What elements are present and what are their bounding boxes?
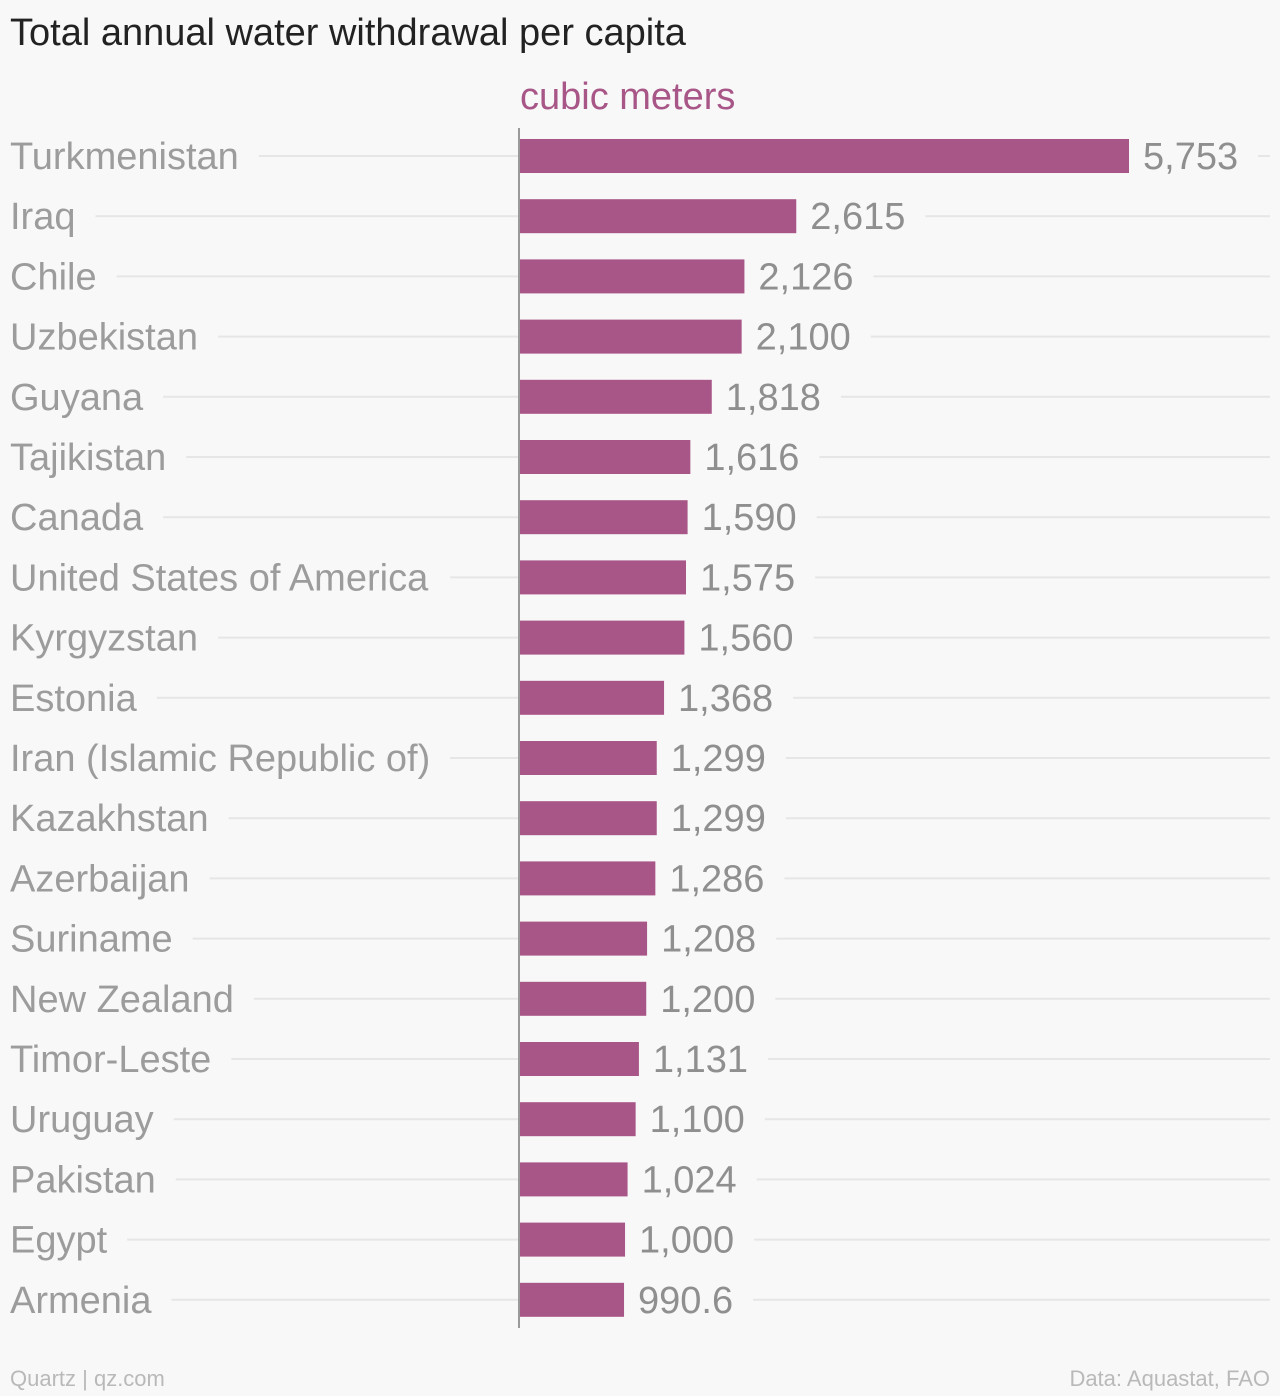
bar [519,741,657,775]
bar [519,620,685,655]
bar [519,981,647,1016]
category-label: Uruguay [10,1099,154,1141]
bar [519,861,656,896]
value-label: 1,590 [702,497,797,539]
bar [519,921,648,956]
value-label: 1,200 [660,979,755,1021]
category-label: Kyrgyzstan [10,618,198,660]
category-label: Estonia [10,678,138,720]
category-label: Egypt [10,1220,108,1262]
value-label: 2,615 [810,196,905,238]
bar [519,1102,636,1137]
bar [519,801,657,836]
value-label: 1,000 [639,1220,734,1262]
footer-credit: Quartz | qz.com [10,1366,165,1391]
bar [519,560,686,595]
bar [519,1042,639,1076]
value-label: 1,560 [698,618,793,660]
category-label: Guyana [10,377,144,419]
category-label: Turkmenistan [10,136,239,178]
value-label: 1,616 [704,437,799,479]
value-label: 990.6 [638,1280,733,1322]
bar [519,680,665,715]
category-label: Timor-Leste [10,1039,211,1081]
value-label: 1,575 [700,557,795,599]
value-label: 1,299 [671,738,766,780]
bar [519,1222,626,1257]
bar [519,379,712,414]
category-label: United States of America [10,557,429,599]
value-label: 1,208 [661,919,756,961]
value-label: 2,126 [758,256,853,298]
bar [519,1282,625,1317]
category-label: Kazakhstan [10,798,209,840]
bar [519,500,688,535]
category-label: Uzbekistan [10,317,198,359]
category-label: Iraq [10,196,75,238]
category-label: Tajikistan [10,437,166,479]
value-label: 1,299 [671,798,766,840]
chart-title: Total annual water withdrawal per capita [10,12,686,54]
bar [519,319,742,354]
value-label: 1,131 [653,1039,748,1081]
category-label: Canada [10,497,144,539]
category-label: Armenia [10,1280,152,1322]
category-label: Azerbaijan [10,858,190,900]
bar [519,1162,628,1197]
category-label: Suriname [10,919,173,961]
bar [519,139,1129,173]
category-label: Pakistan [10,1159,156,1201]
bar [519,199,797,234]
category-label: New Zealand [10,979,234,1021]
value-label: 2,100 [756,317,851,359]
category-label: Iran (Islamic Republic of) [10,738,430,780]
value-label: 1,286 [669,858,764,900]
value-label: 1,818 [726,377,821,419]
footer-source: Data: Aquastat, FAO [1069,1366,1270,1391]
value-label: 1,100 [650,1099,745,1141]
value-label: 1,024 [642,1159,737,1201]
value-label: 5,753 [1143,136,1238,178]
category-label: Chile [10,256,97,298]
value-label: 1,368 [678,678,773,720]
bar [519,259,745,294]
bar [519,440,691,474]
series-label: cubic meters [520,76,736,118]
